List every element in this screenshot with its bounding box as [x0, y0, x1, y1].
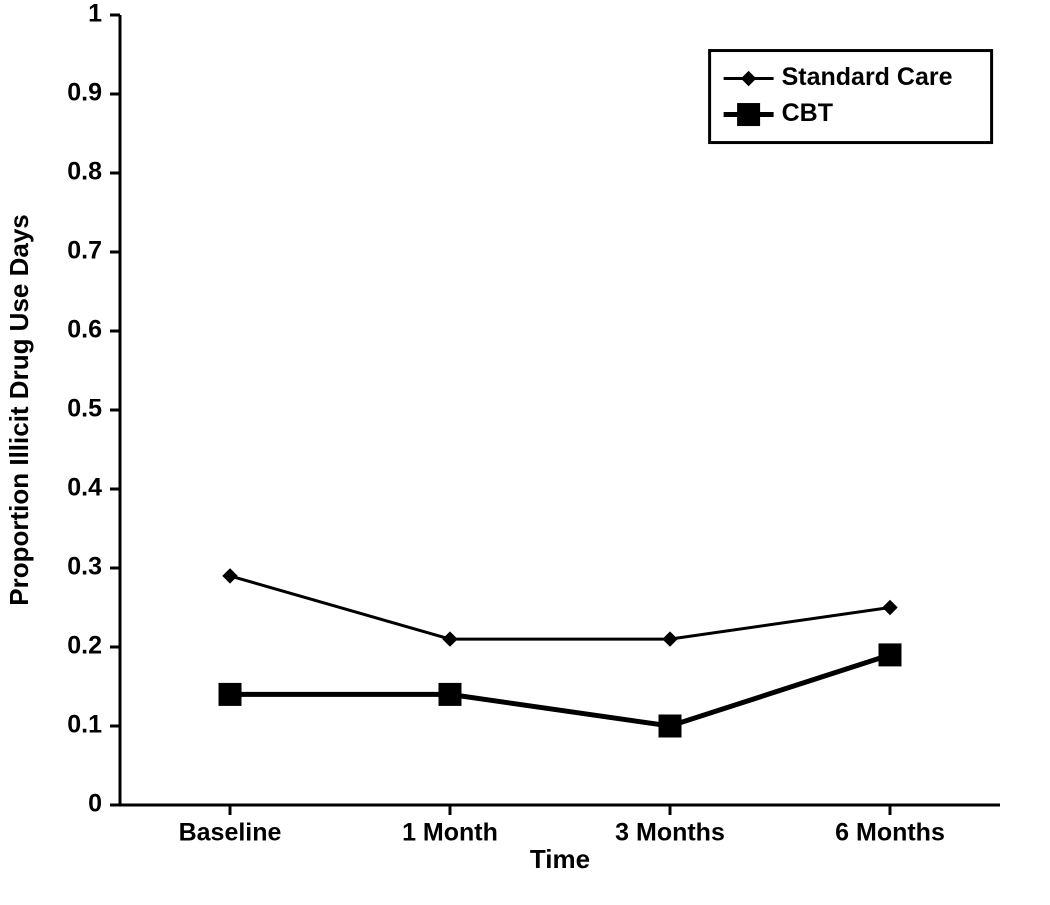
y-tick-label: 0.6 [67, 316, 102, 344]
y-tick-label: 0.5 [67, 395, 102, 423]
legend-label: CBT [782, 99, 833, 127]
x-tick-label: Baseline [179, 819, 282, 847]
x-tick-label: 3 Months [615, 819, 725, 847]
legend-label: Standard Care [782, 63, 953, 91]
y-tick-label: 0.2 [67, 632, 102, 660]
square-marker [659, 715, 681, 737]
x-tick-label: 1 Month [402, 819, 498, 847]
y-tick-label: 0.1 [67, 711, 102, 739]
line-chart: 0 0.1 0.2 0.3 0.4 0.5 0.6 0.7 0.8 0.9 1 Baseline 1 M… [0, 0, 1050, 905]
y-tick-label: 0.7 [67, 237, 102, 265]
y-tick-label: 0.9 [67, 79, 102, 107]
square-marker [879, 644, 901, 666]
x-axis-label: Time [530, 844, 590, 874]
x-tick-label: 6 Months [835, 819, 945, 847]
legend: Standard Care CBT [710, 51, 992, 143]
y-tick-label: 0.8 [67, 158, 102, 186]
square-marker [439, 683, 461, 705]
y-tick-label: 0 [88, 790, 102, 818]
y-tick-label: 0.4 [67, 474, 102, 502]
chart-container: 0 0.1 0.2 0.3 0.4 0.5 0.6 0.7 0.8 0.9 1 Baseline 1 M… [0, 0, 1050, 905]
y-axis-label: Proportion Illicit Drug Use Days [4, 214, 34, 606]
square-marker [219, 683, 241, 705]
y-tick-label: 1 [88, 0, 102, 28]
square-marker [738, 104, 760, 126]
y-tick-label: 0.3 [67, 553, 102, 581]
